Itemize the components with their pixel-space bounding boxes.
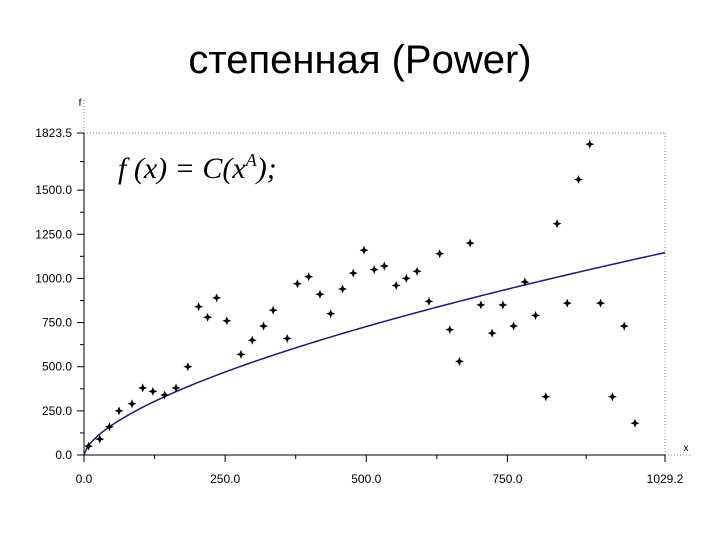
data-point	[160, 390, 170, 400]
data-point	[247, 335, 257, 345]
data-points	[84, 139, 640, 451]
y-tick-label: 1000.0	[35, 271, 72, 285]
data-point	[619, 321, 629, 331]
data-point	[585, 139, 595, 149]
data-point	[509, 321, 519, 331]
data-point	[203, 312, 213, 322]
formula-annotation: f (x) = C(xA);	[118, 150, 277, 185]
data-point	[348, 268, 358, 278]
data-point	[359, 245, 369, 255]
x-tick-label: 750.0	[492, 472, 522, 486]
y-tick-label: 0.0	[55, 448, 72, 462]
fit-curve-group	[83, 251, 666, 456]
data-point	[552, 219, 562, 229]
data-point	[183, 362, 193, 372]
data-point	[114, 406, 124, 416]
data-point	[194, 302, 204, 312]
data-point	[630, 418, 640, 428]
data-point	[531, 310, 541, 320]
y-tick-label: 1823.5	[35, 126, 72, 140]
fit-curve	[83, 251, 666, 456]
data-point	[596, 298, 606, 308]
x-tick-label: 1029.2	[647, 472, 684, 486]
data-point	[282, 333, 292, 343]
y-tick-label: 500.0	[42, 360, 72, 374]
data-point	[236, 349, 246, 359]
data-point	[412, 266, 422, 276]
data-point	[338, 284, 348, 294]
data-point	[138, 383, 148, 393]
y-tick-label: 250.0	[42, 404, 72, 418]
data-point	[369, 265, 379, 275]
data-point	[541, 392, 551, 402]
x-axis-label: x	[684, 443, 689, 454]
data-point	[454, 356, 464, 366]
data-point	[520, 277, 530, 287]
data-point	[574, 175, 584, 185]
data-point	[268, 305, 278, 315]
data-point	[259, 321, 269, 331]
data-point	[95, 434, 105, 444]
x-tick-label: 0.0	[76, 472, 93, 486]
data-point	[607, 392, 617, 402]
x-tick-label: 500.0	[351, 472, 381, 486]
slide-title: степенная (Power)	[188, 38, 532, 82]
data-point	[84, 441, 94, 451]
data-point	[222, 316, 232, 326]
y-tick-label: 750.0	[42, 316, 72, 330]
data-point	[326, 309, 336, 319]
data-point	[379, 261, 389, 271]
data-point	[212, 293, 222, 303]
data-point	[476, 300, 486, 310]
data-point	[401, 273, 411, 283]
data-point	[304, 272, 314, 282]
data-point	[315, 289, 325, 299]
data-point	[104, 422, 114, 432]
data-point	[148, 386, 158, 396]
y-tick-label: 1500.0	[35, 183, 72, 197]
data-point	[127, 399, 137, 409]
data-point	[562, 298, 572, 308]
axes: f x 0.0 250.0 500.0 750.0 1000.0 1250.0 1500.0 18…	[35, 98, 690, 486]
data-point	[171, 383, 181, 393]
data-point	[424, 296, 434, 306]
data-point	[487, 328, 497, 338]
data-point	[465, 238, 475, 248]
x-tick-label: 250.0	[210, 472, 240, 486]
y-tick-label: 1250.0	[35, 227, 72, 241]
y-axis-label: f	[79, 98, 82, 109]
data-point	[292, 279, 302, 289]
data-point	[445, 325, 455, 335]
data-point	[435, 249, 445, 259]
data-point	[498, 300, 508, 310]
data-point	[391, 280, 401, 290]
